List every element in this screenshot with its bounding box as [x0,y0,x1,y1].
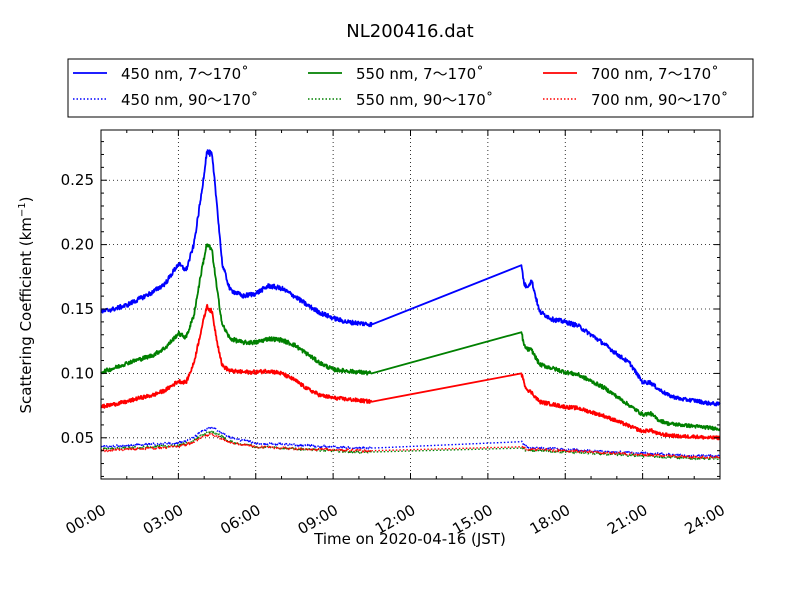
legend-label: 450 nm, 90～170˚ [121,91,258,109]
legend-label: 550 nm, 90～170˚ [356,91,493,109]
legend-label: 700 nm, 7～170˚ [591,65,719,83]
y-tick-label: 0.15 [61,300,94,318]
x-axis-label: Time on 2020-04-16 (JST) [313,530,506,548]
x-tick-label: 03:00 [140,501,186,538]
legend: 450 nm, 7～170˚ 450 nm, 90～170˚ 550 nm, 7～1… [67,58,754,118]
y-tick-label: 0.20 [61,236,94,254]
legend-label: 700 nm, 90～170˚ [591,91,728,109]
series-line [100,426,721,458]
plot-frame [100,129,721,480]
x-tick-label: 00:00 [63,501,109,538]
chart-title: NL200416.dat [346,21,473,42]
y-tick-label: 0.25 [61,171,94,189]
y-axis-label: Scattering Coefficient (km−1) [17,196,35,413]
series-line [100,430,721,461]
y-axis-label-main: Scattering Coefficient (km [17,217,35,413]
y-tick-label: 0.05 [61,429,94,447]
legend-box [67,58,754,118]
y-tick-label: 0.10 [61,364,94,382]
x-tick-label: 06:00 [217,501,263,538]
series-line [100,303,721,441]
x-tick-label: 18:00 [527,501,573,538]
series-line [100,149,721,407]
legend-label: 450 nm, 7～170˚ [121,65,249,83]
series-line [100,432,721,459]
y-axis-label-close: ) [17,196,35,202]
x-tick-label: 21:00 [604,501,650,538]
y-axis-ticks: 0.05 0.10 0.15 0.20 0.25 [61,171,720,447]
x-tick-label: 24:00 [682,501,728,538]
series-line [100,243,721,432]
y-axis-label-superscript: −1 [17,202,28,217]
series-layer [100,149,721,461]
legend-label: 550 nm, 7～170˚ [356,65,484,83]
